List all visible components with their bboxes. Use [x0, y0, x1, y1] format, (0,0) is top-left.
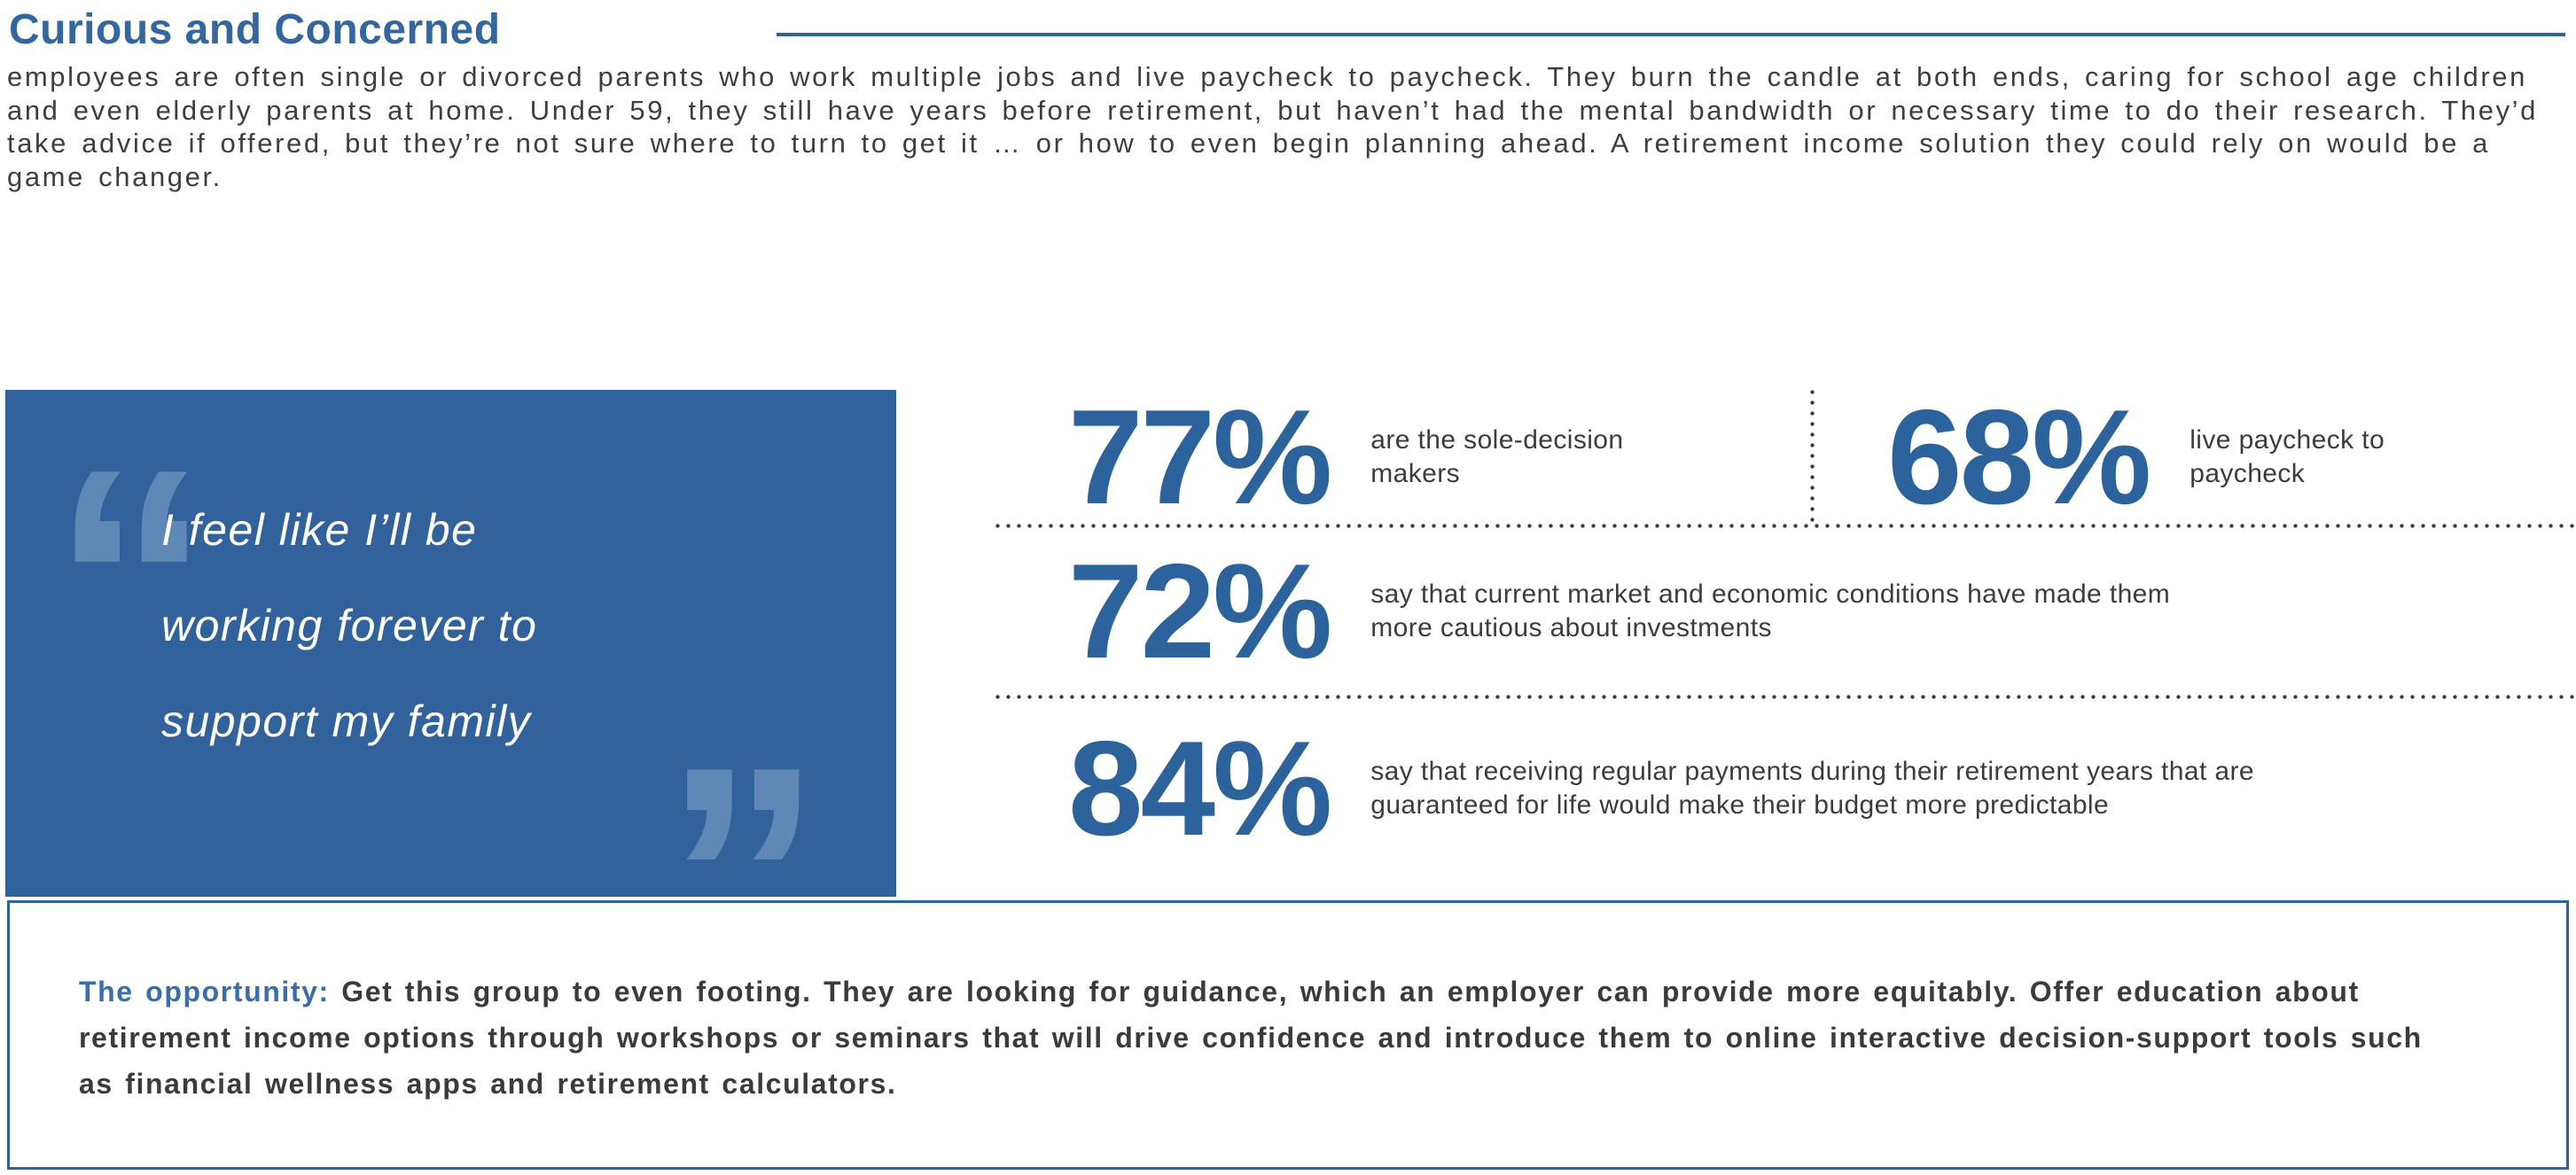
horizontal-dotted-divider — [995, 695, 2576, 699]
stat-row-top: 77% are the sole-decision makers 68% liv… — [995, 381, 2576, 533]
opportunity-text: The opportunity: Get this group to even … — [79, 969, 2455, 1107]
stat-label: say that current market and economic con… — [1370, 580, 2171, 642]
stat-value: 72% — [1068, 536, 1332, 687]
stat-label: live paycheck to paycheck — [2190, 424, 2385, 488]
stat-value: 84% — [1068, 712, 1332, 864]
opportunity-label: The opportunity: — [79, 976, 330, 1008]
vertical-dotted-divider — [1810, 390, 1815, 524]
stat-guaranteed-payments: 84% say that receiving regular payments … — [995, 699, 2576, 897]
persona-description: employees are often single or divorced p… — [7, 61, 2539, 192]
quote-line: working forever to — [161, 601, 538, 650]
quote-line: I feel like I’ll be — [161, 505, 478, 555]
stat-cautious-investments: 72% say that current market and economic… — [995, 528, 2576, 695]
quote-line: support my family — [161, 696, 532, 746]
stat-value: 68% — [1887, 381, 2151, 533]
stat-sole-decision: 77% are the sole-decision makers — [995, 381, 1810, 533]
page-title: Curious and Concerned — [9, 6, 501, 53]
quote-box: “ ” I feel like I’ll be working forever … — [5, 390, 896, 1039]
stat-value: 77% — [1068, 381, 1332, 533]
opportunity-body: Get this group to even footing. They are… — [79, 976, 2423, 1100]
stat-label: say that receiving regular payments duri… — [1370, 756, 2254, 820]
stat-paycheck: 68% live paycheck to paycheck — [1815, 381, 2576, 533]
stat-label: are the sole-decision makers — [1370, 424, 1624, 488]
quote-text: I feel like I’ll be working forever to s… — [161, 482, 853, 769]
title-rule-divider — [777, 33, 2565, 36]
stats-panel: 77% are the sole-decision makers 68% liv… — [995, 390, 2576, 897]
open-quote-icon: “ — [51, 403, 211, 759]
horizontal-dotted-divider — [995, 524, 2576, 528]
opportunity-box: The opportunity: Get this group to even … — [7, 900, 2569, 1170]
